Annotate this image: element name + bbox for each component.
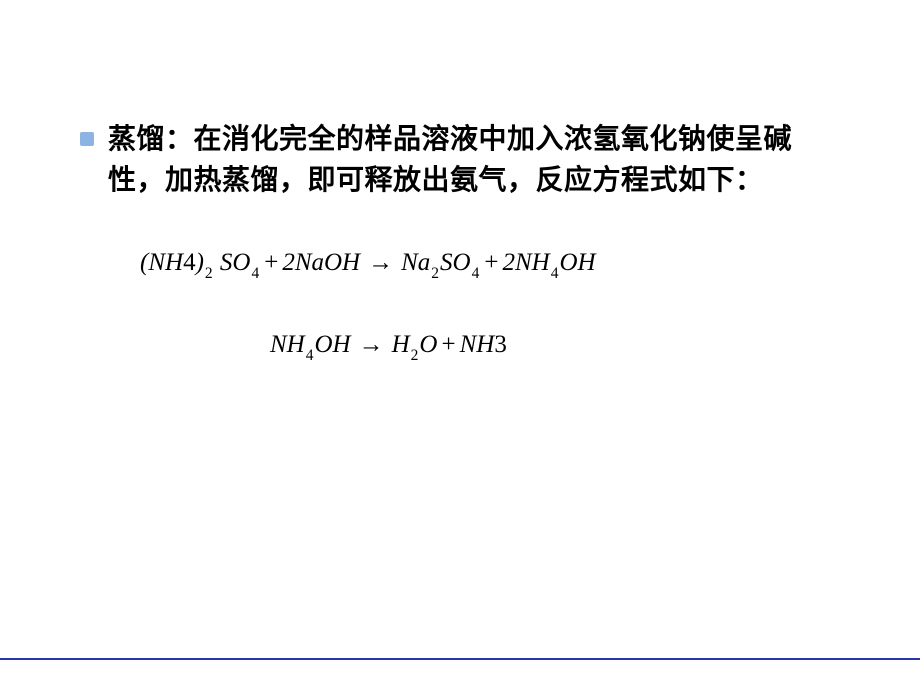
footer-divider [0,658,920,660]
equation-1: (NH4)2 SO4+2NaOH→Na2SO4+2NH4OH [140,249,840,281]
equation-2: NH4OH→H2O+NH3 [270,331,840,363]
slide-content: 蒸馏：在消化完全的样品溶液中加入浓氢氧化钠使呈碱性，加热蒸馏，即可释放出氨气，反… [0,0,920,690]
bullet-body: 在消化完全的样品溶液中加入浓氢氧化钠使呈碱性，加热蒸馏，即可释放出氨气，反应方程… [108,124,792,196]
bullet-item: 蒸馏：在消化完全的样品溶液中加入浓氢氧化钠使呈碱性，加热蒸馏，即可释放出氨气，反… [80,120,840,201]
bullet-marker-icon [80,132,94,146]
bullet-text: 蒸馏：在消化完全的样品溶液中加入浓氢氧化钠使呈碱性，加热蒸馏，即可释放出氨气，反… [108,120,840,201]
bullet-label: 蒸馏： [108,124,194,155]
